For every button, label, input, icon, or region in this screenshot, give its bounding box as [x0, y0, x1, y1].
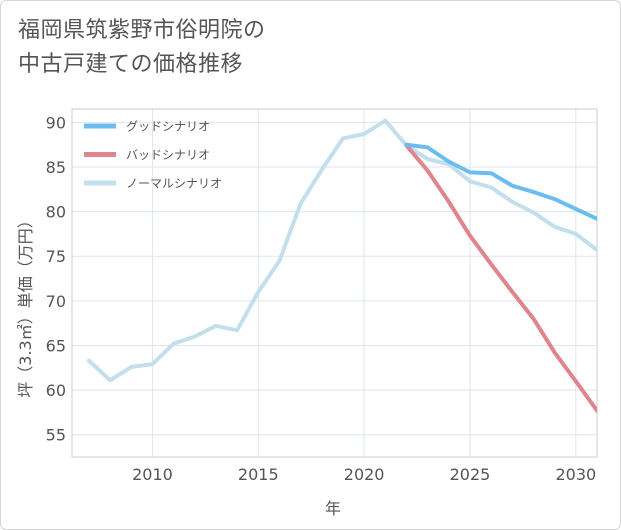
x-tick-labels: 2010 2015 2020 2025 2030	[132, 465, 596, 484]
y-tick-label: 80	[46, 203, 66, 222]
chart-title: 福岡県筑紫野市俗明院の 中古戸建ての価格推移	[18, 14, 266, 82]
x-tick-label: 2020	[344, 465, 385, 484]
y-tick-label: 75	[46, 247, 66, 266]
grid-lines	[72, 109, 597, 457]
y-tick-label: 70	[46, 292, 66, 311]
y-tick-label: 90	[46, 113, 66, 132]
legend-label-1: バッドシナリオ	[126, 148, 210, 162]
chart-title-line1: 福岡県筑紫野市俗明院の	[18, 18, 266, 43]
y-tick-label: 60	[46, 381, 66, 400]
x-tick-label: 2015	[238, 465, 279, 484]
plot-area	[71, 108, 598, 458]
chart-title-line2: 中古戸建ての価格推移	[18, 52, 244, 77]
y-axis-label: 坪（3.3㎡）単価（万円）	[16, 212, 35, 397]
x-axis-label: 年	[325, 499, 341, 518]
y-tick-label: 65	[46, 336, 66, 355]
series-line-0	[404, 142, 597, 221]
series-line-2	[86, 118, 597, 383]
x-tick-label: 2025	[450, 465, 491, 484]
series-layer	[86, 118, 597, 413]
y-tick-labels: 55 60 65 70 75 80 85 90	[46, 113, 66, 444]
y-tick-label: 55	[46, 426, 66, 445]
x-tick-label: 2010	[132, 465, 173, 484]
x-tick-label: 2030	[555, 465, 596, 484]
plot-border	[71, 108, 598, 458]
legend-label-2: ノーマルシナリオ	[126, 177, 222, 191]
y-tick-label: 85	[46, 158, 66, 177]
series-line-1	[404, 143, 597, 413]
legend-label-0: グッドシナリオ	[126, 120, 210, 134]
